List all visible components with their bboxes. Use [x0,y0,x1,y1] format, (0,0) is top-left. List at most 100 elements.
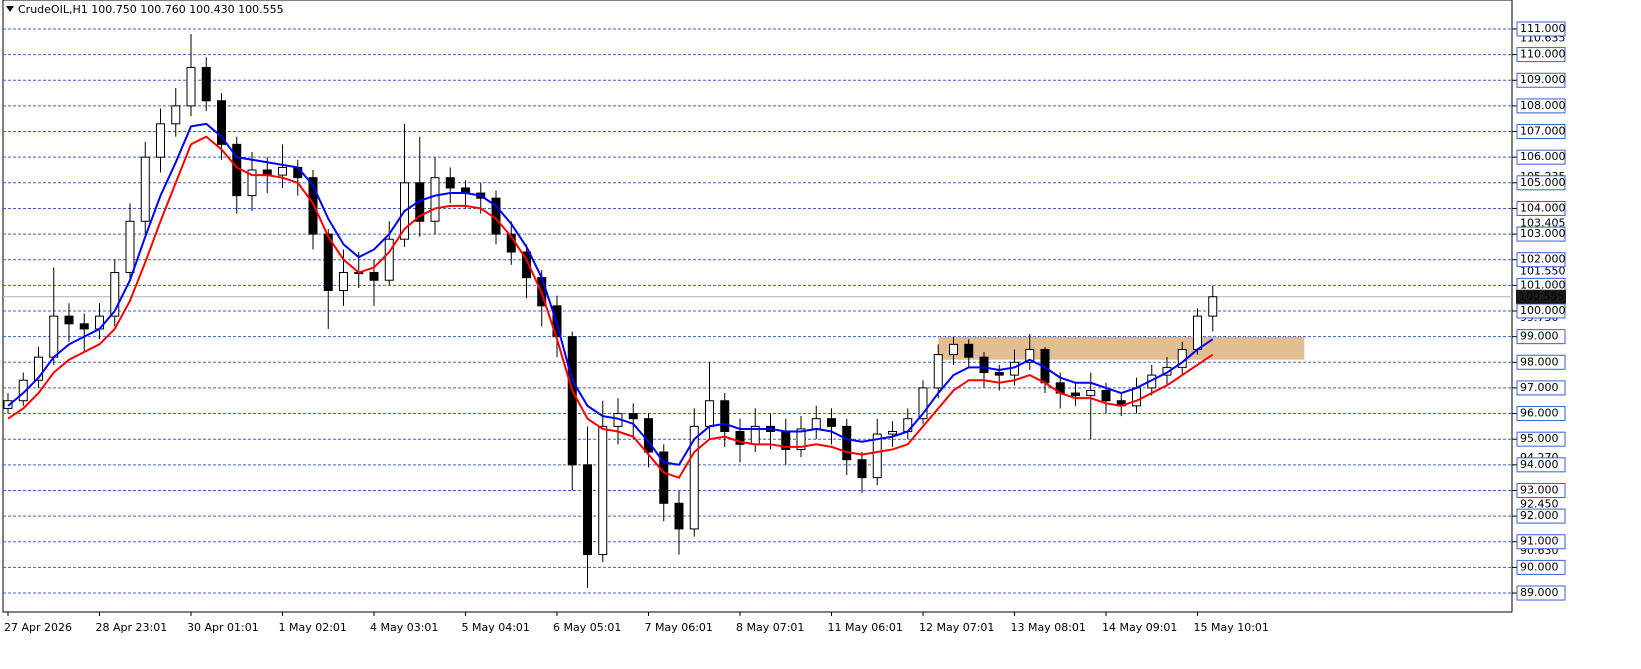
level-label: 101.550 [1520,264,1566,277]
y-tick-label: 105.000 [1520,176,1566,189]
candle-body [842,425,852,461]
x-tick-label: 5 May 04:01 [462,621,530,634]
x-tick-label: 8 May 07:01 [736,621,804,634]
tick-box [1516,98,1566,114]
candle-body [247,169,257,197]
candle-body [735,431,745,445]
candle-body [827,418,836,427]
candle-body [125,220,135,274]
tick-box [1516,559,1566,575]
y-tick-label: 98.000 [1520,355,1559,368]
y-tick-label: 110.000 [1520,48,1566,61]
y-tick-label: 92.000 [1520,509,1559,522]
candle-body [1071,392,1080,397]
ma-line [7,135,1214,479]
tick-box [1516,508,1566,524]
tick-box [1516,175,1566,191]
tick-box [1516,534,1566,550]
y-tick-label: 89.000 [1520,586,1559,599]
y-tick-label: 99.000 [1520,330,1559,343]
y-tick-label: 109.000 [1520,73,1566,86]
y-tick-label: 93.000 [1520,483,1559,496]
candle-body [430,177,440,222]
tick-box [1516,226,1566,242]
level-label: 103.405 [1520,217,1566,230]
x-tick-label: 14 May 09:01 [1102,621,1177,634]
x-tick-label: 4 May 03:01 [370,621,438,634]
candle-body [445,177,455,189]
y-tick-label: 106.000 [1520,150,1566,163]
candle-body [811,418,821,430]
candle-body [34,356,43,381]
candle-body [415,182,425,222]
candle-body [994,372,1004,376]
candle-body [857,459,867,479]
y-tick-label: 97.000 [1520,381,1559,394]
tick-box [1516,406,1566,422]
candle-body [217,100,226,145]
tick-box [1516,124,1566,140]
candle-body [156,123,165,158]
y-tick-label: 108.000 [1520,99,1566,112]
y-tick-label: 111.000 [1520,22,1566,35]
candle-body [369,272,379,281]
x-tick-label: 27 Apr 2026 [4,621,72,634]
candle-body [949,343,958,356]
y-tick-label: 96.000 [1520,407,1559,420]
tick-box [1516,354,1566,370]
x-tick-label: 28 Apr 23:01 [96,621,168,634]
x-tick-label: 13 May 08:01 [1011,621,1086,634]
candle-body [384,238,394,281]
candle-body [1086,389,1096,397]
candle-body [1132,387,1141,407]
tick-box [1516,431,1566,447]
candle-body [1025,348,1035,363]
candle-body [1162,366,1172,376]
plot-frame [2,0,1513,613]
tick-box [1516,72,1566,88]
candle-body [796,428,806,450]
candle-body [933,354,943,389]
y-tick-label: 100.000 [1520,304,1566,317]
y-tick-label: 102.000 [1520,253,1566,266]
menu-arrow[interactable] [6,6,14,12]
candle-body [598,425,608,556]
tick-box [1516,329,1566,345]
candle-body [628,413,638,420]
candle-body [964,343,974,358]
candle-body [872,433,882,479]
candle-body [186,66,196,107]
candle-body [64,315,74,325]
y-tick-label: 104.000 [1520,201,1566,214]
candle-body [1208,296,1218,317]
x-tick-label: 11 May 06:01 [828,621,903,634]
candle-body [323,233,333,291]
candle-body [18,379,28,402]
candle-body [720,400,730,433]
y-tick-label: 107.000 [1520,125,1566,138]
layer: 110.635105.235103.405101.55099.73094.270… [3,21,1566,634]
level-label: 92.450 [1520,498,1559,511]
last-price-box [1516,289,1566,304]
candle-body [689,425,699,530]
x-tick-label: 12 May 07:01 [919,621,994,634]
chart-title: CrudeOIL,H1 100.750 100.760 100.430 100.… [18,3,284,16]
candle-body [140,156,150,222]
tick-box [1516,47,1566,63]
candle-body [110,272,120,317]
x-tick-label: 1 May 02:01 [279,621,347,634]
y-tick-label: 95.000 [1520,432,1559,445]
candle-body [705,400,714,427]
candle-body [567,336,577,466]
tick-box [1516,200,1566,216]
candle-body [339,272,348,291]
tick-box [1516,457,1566,473]
tick-box [1516,21,1566,37]
zone [938,336,1305,360]
tick-box [1516,252,1566,268]
candle-body [659,451,669,504]
y-tick-label: 101.000 [1520,278,1566,291]
x-tick-label: 30 Apr 01:01 [187,621,259,634]
tick-box [1516,380,1566,396]
